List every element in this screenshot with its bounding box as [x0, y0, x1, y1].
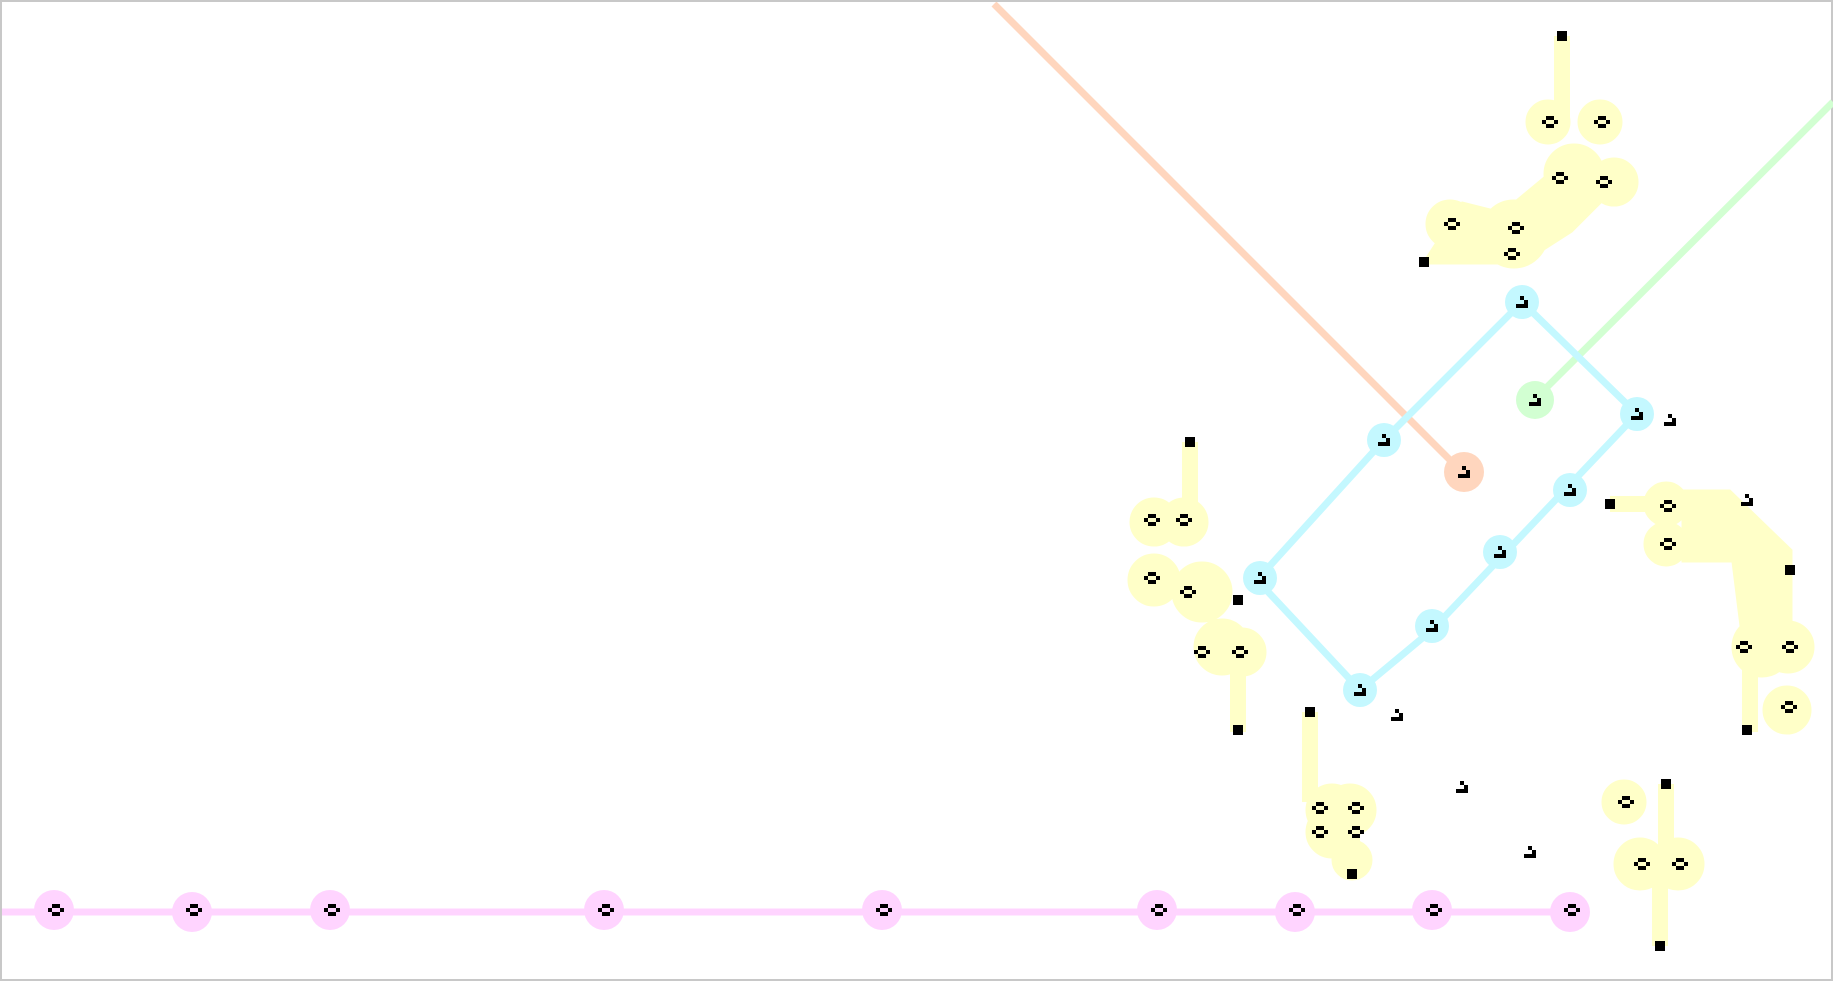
- live-cells: [48, 31, 1798, 951]
- loose-glider: [1741, 494, 1753, 506]
- block-cell: [1605, 499, 1615, 509]
- block-cell: [1742, 725, 1752, 735]
- block-cell: [1347, 869, 1357, 879]
- block-cell: [1557, 31, 1567, 41]
- loose-glider: [1664, 414, 1676, 426]
- block-cell: [1233, 725, 1243, 735]
- gun-bottom-right: [1602, 780, 1704, 946]
- block-cell: [1233, 595, 1243, 605]
- block-cell: [1419, 257, 1429, 267]
- block-cell: [1185, 437, 1195, 447]
- gun-right: [1610, 482, 1814, 734]
- peach-glider-halo: [1444, 452, 1484, 492]
- track-gliders: [34, 285, 1654, 932]
- track-peach: [994, 4, 1464, 474]
- gun-halos: [1128, 36, 1814, 946]
- loose-glider: [1456, 781, 1468, 793]
- gun-left: [1128, 442, 1266, 732]
- loose-glider: [1524, 846, 1536, 858]
- block-cell: [1655, 941, 1665, 951]
- green-glider-halo: [1516, 381, 1554, 419]
- gun-bottom-middle: [1306, 712, 1376, 880]
- block-cell: [1661, 779, 1671, 789]
- block-cell: [1305, 707, 1315, 717]
- block-cell: [1785, 565, 1795, 575]
- gun-top: [1422, 36, 1638, 268]
- loose-glider: [1391, 709, 1403, 721]
- cyan-gliders: [1243, 285, 1654, 707]
